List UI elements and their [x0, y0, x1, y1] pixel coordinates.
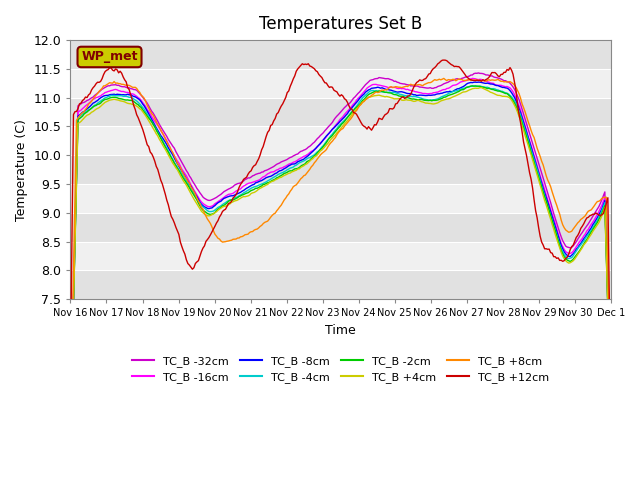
TC_B -8cm: [228, 193, 236, 199]
Line: TC_B +12cm: TC_B +12cm: [70, 60, 611, 407]
Line: TC_B -8cm: TC_B -8cm: [70, 82, 611, 425]
TC_B +12cm: [255, 156, 262, 162]
TC_B +4cm: [579, 245, 586, 251]
Line: TC_B -4cm: TC_B -4cm: [70, 86, 611, 426]
TC_B -4cm: [472, 83, 479, 89]
Text: WP_met: WP_met: [81, 50, 138, 63]
TC_B +12cm: [440, 57, 447, 63]
Line: TC_B -32cm: TC_B -32cm: [70, 73, 611, 420]
TC_B +12cm: [246, 169, 253, 175]
TC_B -4cm: [67, 423, 74, 429]
TC_B -2cm: [468, 83, 476, 89]
TC_B -16cm: [607, 403, 614, 409]
TC_B -4cm: [246, 186, 253, 192]
TC_B -16cm: [468, 75, 476, 81]
TC_B -8cm: [133, 95, 141, 101]
TC_B +8cm: [303, 170, 310, 176]
TC_B +8cm: [255, 225, 262, 231]
TC_B -32cm: [579, 229, 586, 235]
TC_B -4cm: [607, 406, 614, 412]
TC_B -8cm: [67, 422, 74, 428]
TC_B -32cm: [246, 175, 253, 181]
TC_B +4cm: [133, 103, 141, 109]
TC_B -32cm: [255, 170, 262, 176]
TC_B +12cm: [133, 112, 141, 118]
Bar: [70, 97, 611, 126]
TC_B -32cm: [228, 185, 236, 191]
TC_B -32cm: [133, 87, 141, 93]
TC_B +4cm: [477, 85, 485, 91]
TC_B +12cm: [303, 61, 310, 67]
Title: Temperatures Set B: Temperatures Set B: [259, 15, 422, 33]
TC_B -16cm: [303, 152, 310, 158]
TC_B +4cm: [67, 426, 74, 432]
TC_B -2cm: [579, 243, 586, 249]
TC_B -8cm: [579, 238, 586, 244]
TC_B -2cm: [228, 197, 236, 203]
TC_B -4cm: [303, 156, 310, 162]
TC_B -4cm: [579, 240, 586, 246]
TC_B -2cm: [67, 424, 74, 430]
TC_B +4cm: [246, 192, 253, 198]
Line: TC_B +8cm: TC_B +8cm: [70, 78, 611, 427]
TC_B +4cm: [607, 409, 614, 415]
TC_B -16cm: [246, 180, 253, 186]
Line: TC_B -2cm: TC_B -2cm: [70, 86, 611, 427]
Bar: [70, 40, 611, 69]
TC_B -8cm: [303, 154, 310, 160]
TC_B +8cm: [607, 395, 614, 400]
TC_B +4cm: [303, 161, 310, 167]
TC_B +8cm: [228, 237, 236, 243]
TC_B -16cm: [67, 420, 74, 425]
TC_B -4cm: [133, 98, 141, 104]
TC_B -8cm: [246, 183, 253, 189]
TC_B -16cm: [255, 177, 262, 183]
TC_B -2cm: [607, 408, 614, 414]
TC_B -16cm: [133, 94, 141, 99]
Bar: [70, 213, 611, 241]
TC_B +8cm: [246, 229, 253, 235]
TC_B -4cm: [255, 182, 262, 188]
TC_B -32cm: [475, 70, 483, 76]
Line: TC_B -16cm: TC_B -16cm: [70, 78, 611, 422]
TC_B +12cm: [607, 404, 614, 409]
TC_B -16cm: [228, 191, 236, 197]
TC_B -32cm: [67, 417, 74, 422]
TC_B -2cm: [133, 101, 141, 107]
TC_B +12cm: [67, 359, 74, 364]
Legend: TC_B -32cm, TC_B -16cm, TC_B -8cm, TC_B -4cm, TC_B -2cm, TC_B +4cm, TC_B +8cm, T: TC_B -32cm, TC_B -16cm, TC_B -8cm, TC_B …: [127, 351, 554, 387]
TC_B -8cm: [255, 179, 262, 185]
TC_B -32cm: [303, 146, 310, 152]
TC_B -32cm: [607, 400, 614, 406]
TC_B +8cm: [67, 424, 74, 430]
TC_B -8cm: [475, 79, 483, 85]
TC_B +12cm: [579, 223, 586, 229]
TC_B -16cm: [579, 236, 586, 241]
TC_B -2cm: [255, 185, 262, 191]
TC_B +4cm: [255, 186, 262, 192]
Y-axis label: Temperature (C): Temperature (C): [15, 119, 28, 220]
TC_B +8cm: [440, 75, 447, 81]
X-axis label: Time: Time: [325, 324, 356, 336]
TC_B -2cm: [246, 189, 253, 194]
TC_B -8cm: [607, 405, 614, 410]
TC_B +4cm: [228, 200, 236, 205]
Bar: [70, 155, 611, 184]
TC_B +12cm: [228, 199, 236, 204]
Line: TC_B +4cm: TC_B +4cm: [70, 88, 611, 429]
TC_B -4cm: [228, 197, 236, 203]
TC_B +8cm: [133, 85, 141, 91]
TC_B -2cm: [303, 159, 310, 165]
TC_B +8cm: [579, 216, 586, 221]
Bar: [70, 270, 611, 299]
